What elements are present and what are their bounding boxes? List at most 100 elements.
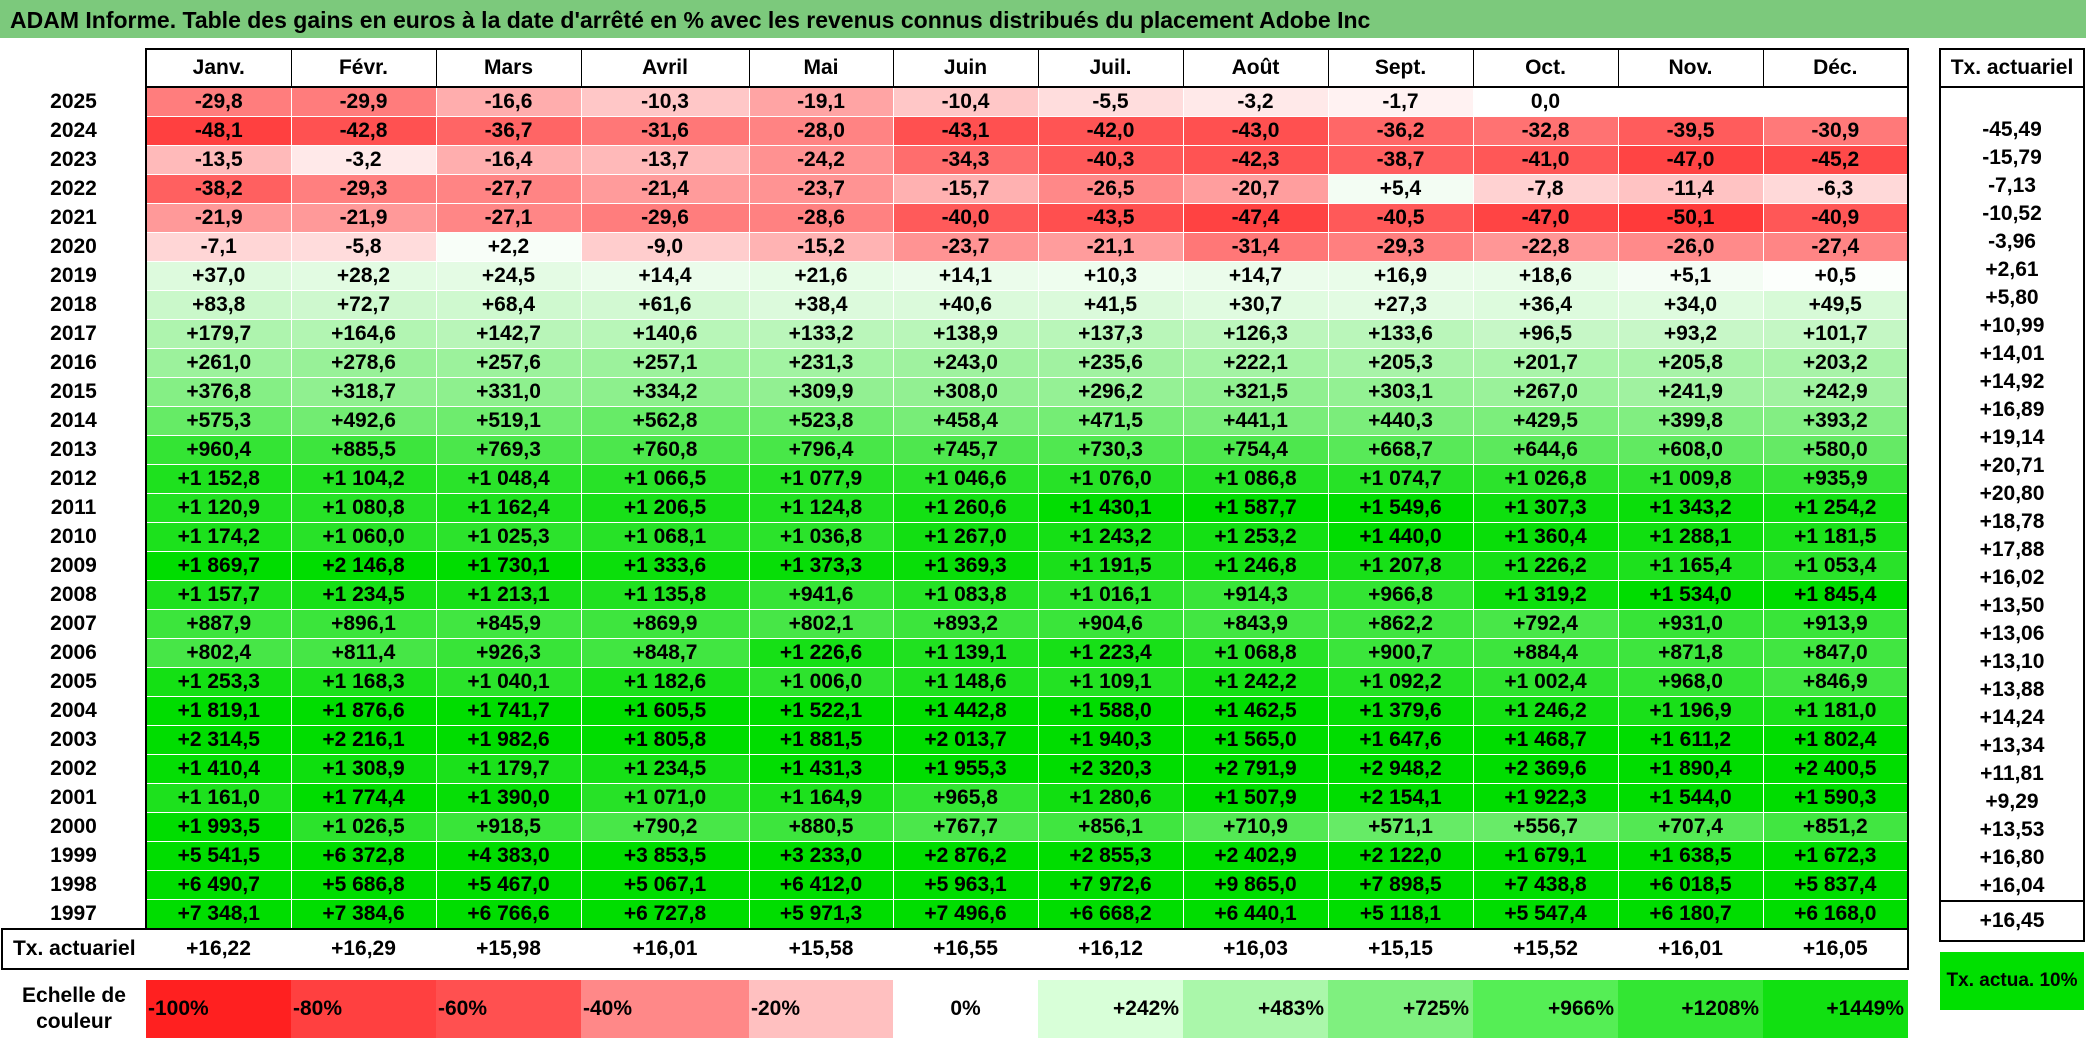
gain-cell: +904,6 [1037,609,1184,639]
gain-cell: +203,2 [1762,348,1909,378]
gain-cell: +1 182,6 [580,667,750,697]
gain-cell: +142,7 [435,319,582,349]
gain-cell: +1 672,3 [1762,841,1909,871]
gain-cell: +580,0 [1762,435,1909,465]
table-row: 2014 +575,3 +492,6 +519,1 +562,8 +523,8 +458,4… [2,406,1909,436]
gain-cell: -31,6 [580,116,750,146]
gain-cell: +5 547,4 [1472,899,1619,930]
gain-cell: +926,3 [435,638,582,668]
month-header-6: Juin [892,48,1039,88]
row-actuarial-rate: +13,34 [1939,732,2085,760]
gain-cell: +1 104,2 [290,464,437,494]
gain-cell: +1 647,6 [1327,725,1474,755]
gain-cell: -39,5 [1617,116,1764,146]
gain-cell: +6 168,0 [1762,899,1909,930]
gain-cell: -38,7 [1327,145,1474,175]
table-row: 2002 +1 410,4 +1 308,9 +1 179,7 +1 234,5 +1 4… [2,754,1909,784]
gain-cell: +6 180,7 [1617,899,1764,930]
gain-cell: +2 402,9 [1182,841,1329,871]
gain-cell: +10,3 [1037,261,1184,291]
year-label: 2009 [2,551,146,581]
year-label: 2025 [2,87,146,117]
gain-cell: +14,1 [892,261,1039,291]
gain-cell: +1 025,3 [435,522,582,552]
gain-cell: +1 036,8 [748,522,894,552]
gain-cell: +1 165,4 [1617,551,1764,581]
gain-cell: +440,3 [1327,406,1474,436]
gain-cell: -15,2 [748,232,894,262]
gain-cell: -10,4 [892,86,1039,117]
gain-cell: +458,4 [892,406,1039,436]
gain-cell: +2 791,9 [1182,754,1329,784]
gain-cell: +205,3 [1327,348,1474,378]
gain-cell: -29,3 [1327,232,1474,262]
gain-cell: +2 855,3 [1037,841,1184,871]
gain-cell: +267,0 [1472,377,1619,407]
gain-cell: +887,9 [145,609,292,639]
color-scale-swatch: +966% [1473,980,1618,1038]
gain-cell: +49,5 [1762,290,1909,320]
row-actuarial-rate: +14,92 [1939,368,2085,396]
gain-cell: +562,8 [580,406,750,436]
gain-cell: +896,1 [290,609,437,639]
total-actuarial-rate: +16,45 [1939,900,2085,942]
year-label: 2010 [2,522,146,552]
gain-cell: +1 026,5 [290,812,437,842]
gain-cell: +792,4 [1472,609,1619,639]
gain-cell: +5 118,1 [1327,899,1474,930]
gain-cell: +802,4 [145,638,292,668]
gain-cell: +900,7 [1327,638,1474,668]
gain-cell: +1 679,1 [1472,841,1619,871]
gain-cell: +1 869,7 [145,551,292,581]
gain-cell: +14,7 [1182,261,1329,291]
gain-cell: +126,3 [1182,319,1329,349]
gain-cell: -21,1 [1037,232,1184,262]
month-actuarial-rate: +15,98 [435,928,582,970]
gain-cell: +1 390,0 [435,783,582,813]
table-row: 2012 +1 152,8 +1 104,2 +1 048,4 +1 066,5 +1 0… [2,464,1909,494]
gain-cell: +1 152,8 [145,464,292,494]
year-label: 2006 [2,638,146,668]
gain-cell: +869,9 [580,609,750,639]
gain-cell: +309,9 [748,377,894,407]
gain-cell: -40,9 [1762,203,1909,233]
gain-cell: +1 333,6 [580,551,750,581]
gain-cell: +847,0 [1762,638,1909,668]
gain-cell: +1 588,0 [1037,696,1184,726]
gain-cell: +2 122,0 [1327,841,1474,871]
gain-cell: +441,1 [1182,406,1329,436]
gain-cell: +6 018,5 [1617,870,1764,900]
gain-cell: +231,3 [748,348,894,378]
month-header-8: Août [1182,48,1329,88]
gain-cell: +1 638,5 [1617,841,1764,871]
gain-cell: +790,2 [580,812,750,842]
row-actuarial-rate: +13,10 [1939,648,2085,676]
gain-cell: +201,7 [1472,348,1619,378]
gain-cell: +1 534,0 [1617,580,1764,610]
gain-cell: -42,3 [1182,145,1329,175]
month-actuarial-rate: +16,22 [145,928,292,970]
gain-cell: +1 819,1 [145,696,292,726]
gain-cell: +893,2 [892,609,1039,639]
row-actuarial-rate: +13,88 [1939,676,2085,704]
gain-cell: +83,8 [145,290,292,320]
gain-cell: +72,7 [290,290,437,320]
table-row: 1998 +6 490,7 +5 686,8 +5 467,0 +5 067,1 +6 4… [2,870,1909,900]
gain-cell: +1 940,3 [1037,725,1184,755]
gain-cell: +556,7 [1472,812,1619,842]
gain-cell: +1 462,5 [1182,696,1329,726]
gain-cell: +668,7 [1327,435,1474,465]
gain-cell: +935,9 [1762,464,1909,494]
gain-cell: +730,3 [1037,435,1184,465]
side-header: Tx. actuariel [1939,48,2085,88]
gain-cell: +710,9 [1182,812,1329,842]
gain-cell: +1 135,8 [580,580,750,610]
gain-cell: +5,1 [1617,261,1764,291]
gain-cell: +0,5 [1762,261,1909,291]
gain-cell: +241,9 [1617,377,1764,407]
gain-cell: +243,0 [892,348,1039,378]
gain-cell: -40,5 [1327,203,1474,233]
gain-cell: +1 161,0 [145,783,292,813]
gain-cell: +1 053,4 [1762,551,1909,581]
gain-cell: +1 246,8 [1182,551,1329,581]
